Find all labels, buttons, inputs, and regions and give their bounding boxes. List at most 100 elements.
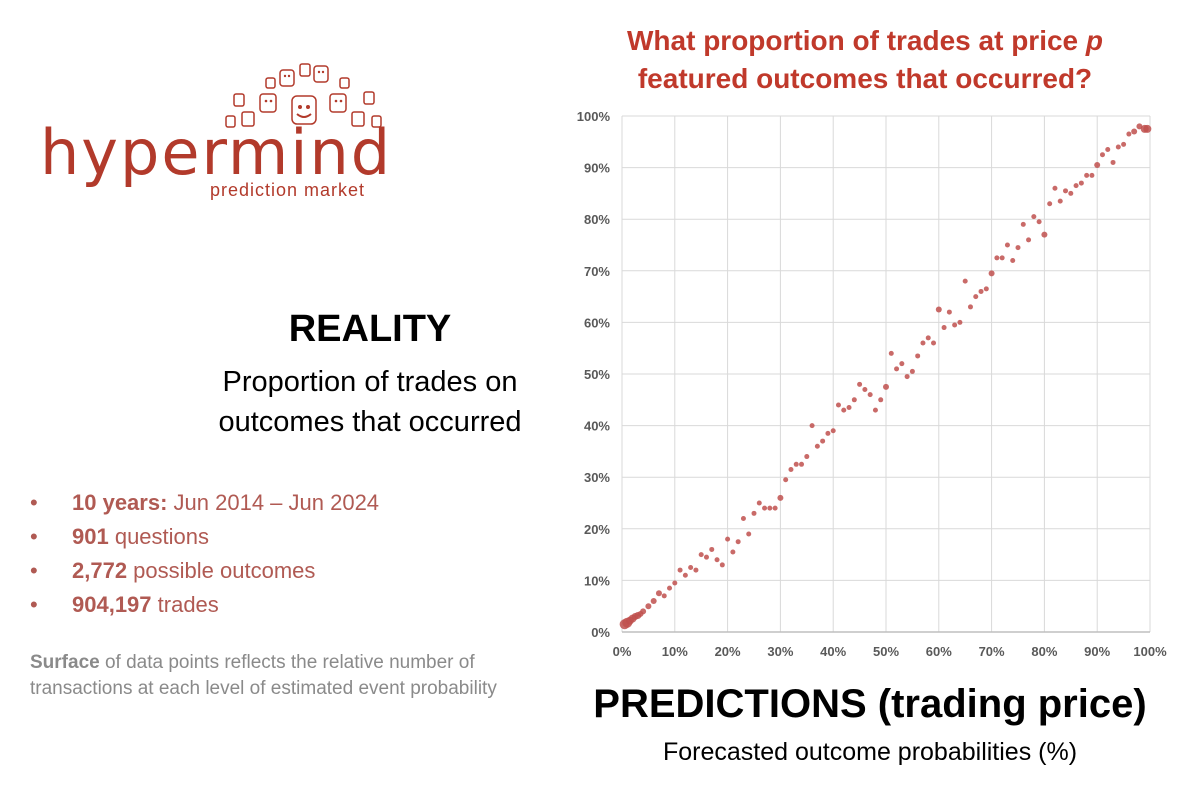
data-point (983, 286, 989, 292)
data-point (904, 374, 910, 380)
data-point (1057, 198, 1063, 204)
data-point (973, 294, 979, 300)
y-tick-label: 0% (591, 625, 610, 640)
data-point (788, 466, 794, 472)
stat-outcomes: 2,772 possible outcomes (30, 554, 510, 588)
data-point (867, 392, 873, 398)
chart-title: What proportion of trades at price p fea… (570, 22, 1160, 98)
data-point (809, 423, 815, 429)
y-tick-label: 10% (584, 573, 610, 588)
data-point (920, 340, 926, 346)
data-point (814, 443, 820, 449)
data-point (835, 402, 841, 408)
data-point (756, 500, 762, 506)
data-point (783, 477, 789, 483)
data-point (925, 335, 931, 341)
x-tick-label: 50% (873, 644, 899, 659)
data-point (909, 368, 915, 374)
data-point (777, 494, 784, 501)
y-tick-label: 80% (584, 212, 610, 227)
data-point (730, 549, 736, 555)
data-point (1099, 152, 1105, 158)
data-point (709, 546, 715, 552)
stat-trades: 904,197 trades (30, 588, 510, 622)
data-point (772, 505, 778, 511)
data-point (1015, 245, 1021, 251)
logo-wordmark: hypermind (40, 116, 393, 189)
data-point (1063, 188, 1069, 194)
data-point (978, 288, 984, 294)
y-tick-label: 50% (584, 367, 610, 382)
data-point (1041, 231, 1048, 238)
data-point (820, 438, 826, 444)
data-point (1115, 144, 1121, 150)
data-point (1105, 147, 1111, 153)
data-point (899, 361, 905, 367)
data-point (714, 557, 720, 563)
x-tick-label: 60% (926, 644, 952, 659)
data-point (957, 319, 963, 325)
data-point (762, 505, 768, 511)
x-tick-label: 100% (1133, 644, 1167, 659)
calibration-chart: 0% 10% 20% 30% 40% 50% 60% 70% 80% 90% 100% 0% 10% 20… (577, 109, 1167, 659)
chart-title-line2: featured outcomes that occurred? (637, 63, 1093, 94)
data-point (640, 608, 647, 615)
chart-title-line1: What proportion of trades at price p (626, 25, 1104, 56)
data-point (1094, 162, 1101, 169)
data-point (825, 430, 831, 436)
data-point (672, 580, 678, 586)
y-tick-label: 100% (577, 109, 611, 124)
data-point (767, 505, 773, 511)
x-tick-label: 40% (820, 644, 846, 659)
data-point (698, 552, 704, 558)
data-point (650, 598, 657, 605)
data-point (935, 306, 942, 313)
data-point (677, 567, 683, 573)
stat-years: 10 years: Jun 2014 – Jun 2024 (30, 486, 510, 520)
data-point (1131, 128, 1138, 135)
reality-title: REALITY (288, 308, 452, 350)
data-point (725, 536, 731, 542)
data-point (793, 461, 799, 467)
x-tick-label: 30% (767, 644, 793, 659)
data-point (682, 572, 688, 578)
y-tick-label: 20% (584, 522, 610, 537)
y-tick-label: 90% (584, 161, 610, 176)
data-point (688, 565, 694, 570)
data-point (703, 554, 709, 560)
data-point (1004, 242, 1010, 248)
data-point (830, 428, 836, 434)
y-tick-label: 30% (584, 470, 610, 485)
data-point (988, 270, 995, 277)
data-point (719, 562, 725, 568)
data-point (1078, 180, 1084, 186)
surface-note: Surface of data points reflects the rela… (30, 652, 497, 699)
data-point (994, 255, 1000, 261)
data-point (661, 593, 667, 599)
data-point (846, 405, 852, 411)
y-tick-label: 40% (584, 419, 610, 434)
y-tick-label: 60% (584, 315, 610, 330)
data-point (751, 510, 757, 516)
data-point (1068, 190, 1074, 196)
data-point (894, 366, 900, 372)
data-point (655, 590, 662, 597)
data-point (1052, 185, 1058, 191)
logo-tagline: prediction market (210, 180, 366, 200)
data-point (967, 304, 973, 310)
data-point (693, 567, 699, 573)
data-point (799, 461, 805, 467)
data-point (1089, 172, 1095, 178)
data-point (746, 531, 752, 537)
data-point (941, 325, 947, 331)
data-point (872, 407, 878, 413)
data-point (1047, 201, 1053, 207)
data-point (1026, 237, 1032, 243)
data-point (999, 255, 1005, 261)
y-tick-label: 70% (584, 264, 610, 279)
data-point (1110, 159, 1116, 165)
data-point (946, 309, 952, 315)
reality-subtitle-line2: outcomes that occurred (218, 406, 522, 438)
data-point (878, 397, 884, 403)
data-point (915, 353, 921, 359)
